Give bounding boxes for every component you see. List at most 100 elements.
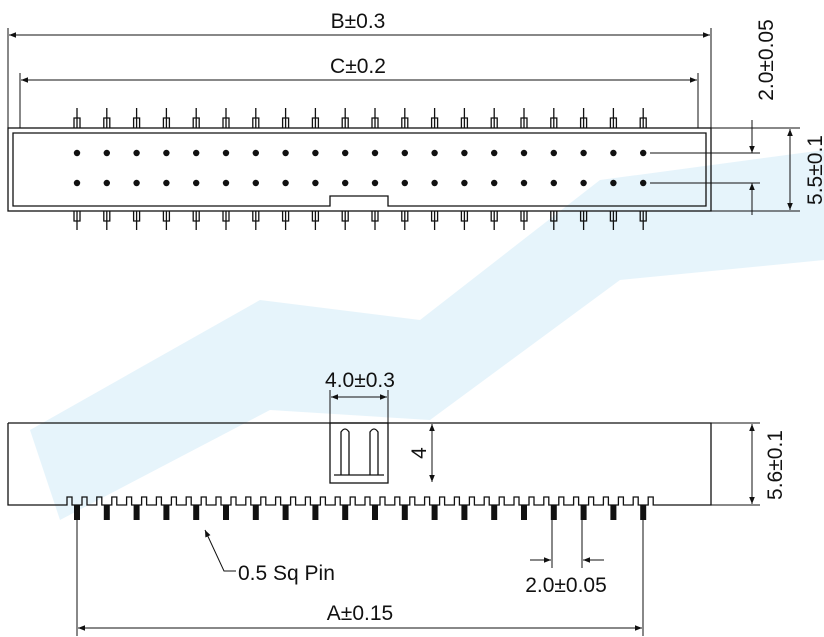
pin-bottom: [550, 211, 558, 230]
latch-pins: [334, 428, 384, 476]
pin-dot: [252, 179, 259, 187]
latch: [329, 422, 389, 484]
pin-top: [73, 108, 81, 128]
pin-dot: [401, 149, 408, 157]
pin-dot: [103, 179, 111, 187]
pin-bottom: [401, 211, 409, 230]
pin-dot: [520, 179, 528, 187]
pin-bottom: [430, 211, 439, 230]
pin-bottom: [490, 211, 498, 230]
dimension-label: 4.0±0.3: [325, 369, 395, 392]
pin-dot: [312, 179, 319, 187]
pin-bottom: [341, 211, 349, 230]
pin-top: [222, 108, 230, 128]
pin-dot: [133, 149, 140, 157]
pin-dot: [282, 149, 289, 157]
pin-bottom: [579, 211, 588, 230]
dimension-label: A±0.15: [327, 602, 393, 625]
pin-bottom: [132, 211, 141, 230]
pin-dot: [133, 179, 140, 187]
pin-bottom: [639, 211, 647, 230]
pin-dot: [222, 179, 230, 187]
pin-side: [282, 505, 289, 520]
pin-top: [162, 108, 171, 128]
pin-bottom: [311, 211, 320, 230]
pin-top: [550, 108, 558, 128]
pin-top: [609, 108, 618, 128]
pin-dot: [401, 179, 408, 187]
pin-side: [521, 505, 527, 520]
pin-dot: [491, 149, 498, 157]
pin-bottom: [281, 211, 290, 230]
pin-top: [460, 108, 469, 128]
pin-dot: [103, 149, 111, 157]
pin-dot: [580, 179, 587, 187]
pin-dot: [193, 179, 200, 187]
pin-side: [610, 505, 617, 520]
pin-dot: [222, 149, 230, 157]
pin-dot: [73, 179, 81, 187]
pin-bottom: [460, 211, 469, 230]
pin-dot: [461, 179, 468, 187]
pin-side: [431, 505, 438, 520]
dimension-label: 5.5±0.1: [804, 135, 824, 205]
pin-dot: [640, 149, 647, 157]
pin-top: [341, 108, 349, 128]
pin-top: [490, 108, 498, 128]
pin-side: [163, 505, 170, 520]
pin-dot: [610, 179, 617, 187]
pin-dot: [342, 179, 349, 187]
pin-dot: [520, 149, 528, 157]
pin-side: [133, 505, 140, 520]
pins: [62, 496, 660, 520]
pin-dot: [640, 179, 647, 187]
pin-side: [461, 505, 468, 520]
pin-dot: [163, 149, 170, 157]
pin-side: [372, 505, 378, 520]
leader-line: [204, 529, 236, 572]
pin-dot: [550, 179, 557, 187]
pin-top: [520, 108, 528, 128]
pin-dot: [193, 149, 200, 157]
dimension-label: 2.0±0.05: [525, 574, 607, 597]
pin-side: [550, 505, 557, 520]
pin-dot: [163, 179, 170, 187]
housing-outline: [7, 127, 712, 212]
pin-dot: [491, 179, 498, 187]
dimension-label: 2.0±0.05: [755, 19, 778, 101]
pin-side: [312, 505, 319, 520]
pin-side: [252, 505, 259, 520]
pin-side: [193, 505, 200, 520]
pin-top: [311, 108, 320, 128]
pin-bottom: [192, 211, 200, 230]
pin-dot: [550, 149, 557, 157]
pin-side: [103, 505, 110, 520]
pin-bottom: [371, 211, 379, 230]
pin-top: [430, 108, 439, 128]
pin-bottom: [609, 211, 618, 230]
pin-dot: [282, 179, 289, 187]
pin-top: [639, 108, 647, 128]
pin-dot: [342, 149, 349, 157]
pin-side: [640, 505, 647, 520]
dimension-label: 5.6±0.1: [764, 430, 787, 500]
pin-dot: [252, 149, 259, 157]
housing-comb: [62, 496, 660, 506]
watermark: [30, 150, 824, 520]
pin-top: [252, 108, 260, 128]
dimension-label: B±0.3: [331, 10, 386, 33]
pin-top: [401, 108, 409, 128]
pin-bottom: [222, 211, 230, 230]
pin-side: [223, 505, 229, 520]
pin-dot: [431, 149, 438, 157]
pin-dot: [610, 149, 617, 157]
housing-inner: [12, 132, 707, 207]
pin-side: [580, 505, 587, 520]
pin-bottom: [103, 211, 111, 230]
pin-side: [491, 505, 498, 520]
dimension-label: 4: [408, 447, 431, 459]
pin-top: [192, 108, 200, 128]
pin-dot: [580, 149, 587, 157]
pin-top: [132, 108, 141, 128]
